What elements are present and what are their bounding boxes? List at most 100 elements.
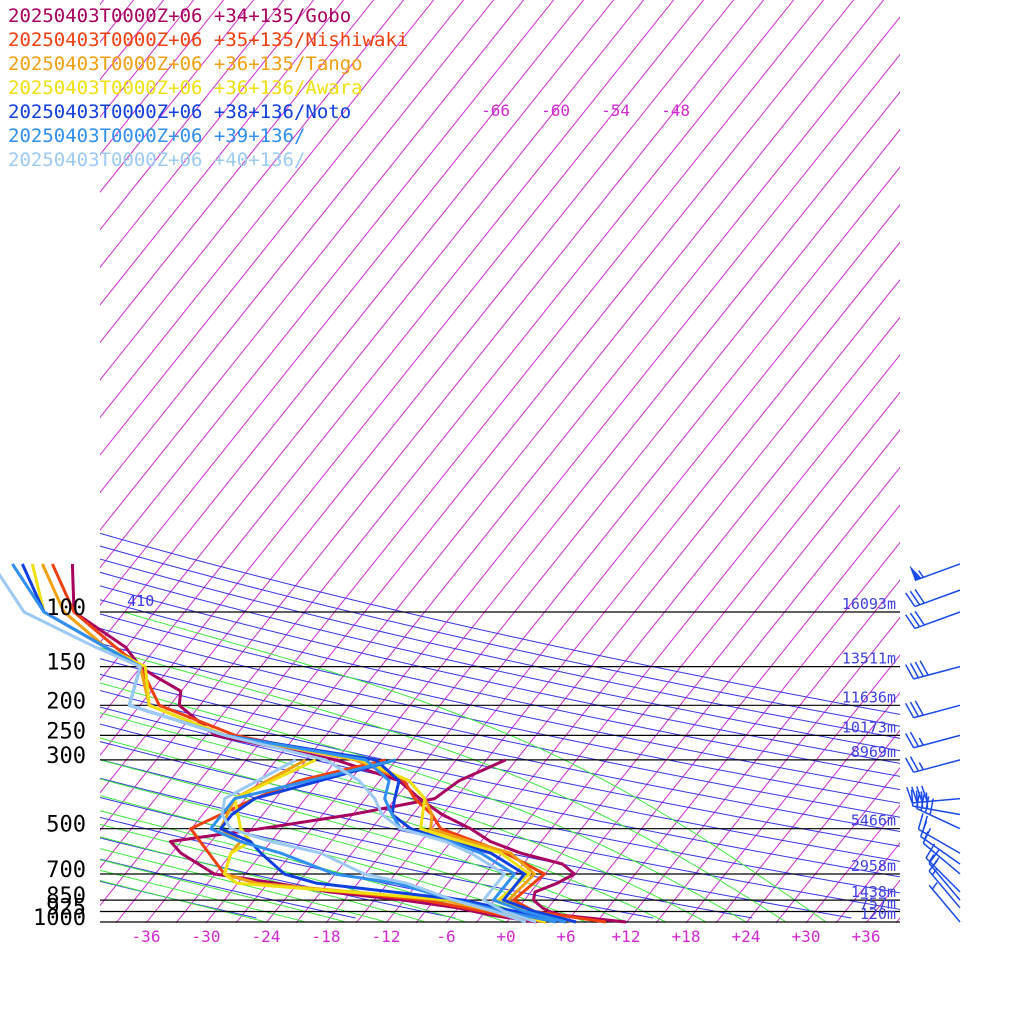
isotherm-line: [100, 0, 644, 682]
isotherm-line: [100, 0, 674, 719]
height-label: 10173m: [842, 718, 896, 736]
pressure-label: 200: [46, 689, 86, 714]
wind-barb-feather: [904, 702, 915, 719]
isotherm-line: [100, 0, 224, 156]
wind-barb-feather: [909, 590, 921, 606]
dewpoint-line: [219, 758, 567, 924]
isotherm-line: [775, 767, 900, 923]
temperature-tick-label: -30: [192, 927, 221, 946]
legend-item-awara: 20250403T0000Z+06 +36+136/Awara: [8, 77, 363, 99]
wind-barb-shaft: [928, 884, 961, 923]
isotherm-line: [100, 0, 794, 869]
height-label: 16093m: [842, 595, 896, 613]
wind-barb-feather: [914, 610, 925, 626]
wind-barb-shaft: [916, 807, 961, 830]
wind-barb: [905, 610, 961, 630]
wind-barb-half-feather: [931, 881, 938, 890]
isotherm-line: [595, 541, 900, 923]
wind-barb-feather: [914, 661, 924, 677]
temperature-tick-label: +0: [496, 927, 515, 946]
legend-item-nishiwaki: 20250403T0000Z+06 +35+135/Nishiwaki: [8, 29, 409, 51]
temperature-tick-label: +36: [852, 927, 881, 946]
wind-barb-shaft: [912, 797, 961, 804]
temperature-tick-label: -36: [132, 927, 161, 946]
wind-barb-shaft: [913, 704, 961, 719]
isotherm-line: [715, 691, 900, 923]
wind-barb-feather: [924, 796, 930, 813]
temperature-line: [30, 563, 557, 924]
wind-barb-feather: [915, 792, 921, 809]
isotherm-line: [1016, 0, 1024, 923]
wind-barb-feather: [917, 813, 924, 830]
isotherm-line: [100, 0, 764, 832]
theta-label: 410: [127, 592, 154, 610]
dry-adiabat-line: [100, 723, 900, 894]
wind-barb-feather: [911, 786, 918, 803]
legend-item-tango: 20250403T0000Z+06 +36+135/Tango: [8, 53, 363, 75]
isotherm-line: [355, 241, 900, 923]
wind-barb: [904, 731, 961, 749]
pressure-label: 850: [46, 884, 86, 909]
pressure-label: 250: [46, 719, 86, 744]
wind-barb: [904, 660, 961, 680]
isotherm-line: [100, 0, 554, 569]
isotherm-line: [100, 0, 434, 419]
isotherm-line: [895, 917, 900, 923]
dry-adiabat-line: [100, 627, 900, 804]
isotherm-line: [100, 0, 254, 194]
isotherm-line: [100, 0, 374, 344]
isotherm-line: [986, 0, 1024, 923]
isotherm-line: [475, 391, 900, 923]
wind-barb-feather: [904, 733, 915, 749]
wind-barb: [905, 589, 961, 608]
dry-adiabat-line: [100, 741, 900, 910]
isotherm-top-label: -66: [481, 101, 510, 120]
isotherm-line: [805, 804, 900, 923]
pressure-label: 500: [46, 813, 86, 838]
isotherm-line: [100, 0, 344, 306]
isotherm-line: [100, 0, 404, 381]
isotherm-line: [385, 279, 900, 923]
isotherm-line: [865, 879, 900, 923]
isotherm-line: [265, 128, 900, 923]
moist-adiabat-line: [100, 737, 667, 923]
wind-barb-shaft: [920, 835, 961, 865]
wind-barb-shaft: [928, 870, 961, 909]
wind-barb-shaft: [922, 842, 961, 875]
legend-item-noto: 20250403T0000Z+06 +38+136/Noto: [8, 101, 352, 123]
isotherm-line: [115, 0, 854, 923]
wind-barb-shaft: [913, 734, 961, 749]
temperature-tick-label: +24: [732, 927, 761, 946]
isotherm-line: [325, 203, 900, 923]
pressure-label: 100: [46, 596, 86, 621]
wind-barb-feather: [925, 843, 936, 859]
wind-barb-shaft: [918, 828, 961, 854]
pressure-label: 1000: [33, 906, 86, 931]
series-0: [70, 563, 627, 924]
height-label: 5466m: [851, 812, 896, 830]
isotherm-line: [100, 0, 734, 794]
isotherm-top-label: -54: [601, 101, 630, 120]
wind-barb-shaft: [914, 589, 961, 608]
isotherm-line: [100, 0, 704, 757]
wind-barb-feather: [910, 789, 914, 807]
wind-barb-feather: [914, 589, 925, 604]
legend-item-40-136: 20250403T0000Z+06 +40+136/: [8, 149, 306, 171]
series-5: [11, 563, 567, 924]
wind-barb-feather: [909, 756, 920, 772]
pressure-label: 300: [46, 744, 86, 769]
isotherm-line: [625, 579, 900, 923]
temperature-tick-label: -12: [372, 927, 401, 946]
series-3: [30, 563, 557, 924]
wind-barb-feather: [906, 786, 913, 804]
wind-barb-feather: [904, 664, 915, 680]
wind-barb-shaft: [928, 862, 961, 901]
temperature-tick-label: +18: [672, 927, 701, 946]
wind-barb-feather: [914, 700, 924, 716]
isotherm-line: [100, 0, 464, 456]
isotherm-line: [145, 0, 884, 923]
temperature-tick-label: +30: [792, 927, 821, 946]
isotherm-line: [535, 466, 900, 923]
dry-adiabat-line: [100, 673, 900, 847]
